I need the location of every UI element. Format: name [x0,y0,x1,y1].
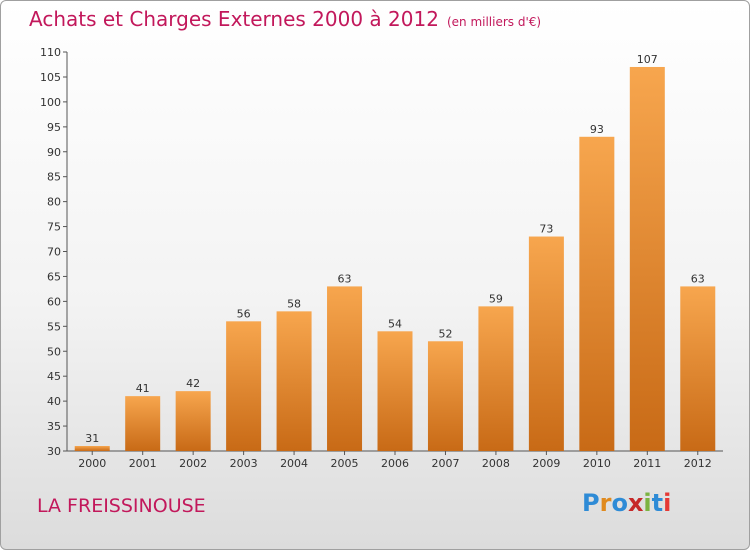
x-tick-label: 2003 [230,457,258,470]
y-tick-label: 55 [47,320,61,333]
y-tick-label: 90 [47,146,61,159]
chart-unit: (en milliers d'€) [446,15,542,29]
y-tick-label: 105 [40,71,61,84]
x-tick-label: 2012 [684,457,712,470]
commune-name: LA FREISSINOUSE [37,495,206,517]
logo-letter: r [599,489,612,517]
bar [579,136,615,451]
bar [125,396,161,451]
bar [276,311,312,451]
x-tick-label: 2009 [532,457,560,470]
bar-value-label: 41 [136,382,150,395]
logo-letter: x [627,489,644,517]
x-tick-label: 2008 [482,457,510,470]
y-tick-label: 110 [40,46,61,59]
bar-value-label: 73 [539,223,553,236]
chart-labels: 30 35 40 45 50 55 60 65 70 75 80 85 90 95 100 105 110 200… [40,46,712,470]
bar-value-label: 63 [338,272,352,285]
chart-title-text: Achats et Charges Externes 2000 à 2012 [29,7,439,31]
y-tick-label: 45 [47,370,61,383]
bar [680,286,716,451]
x-tick-label: 2011 [633,457,661,470]
y-tick-label: 85 [47,171,61,184]
bar-value-label: 63 [691,272,705,285]
y-tick-label: 65 [47,270,61,283]
logo-letter: o [611,489,628,517]
bar [175,391,211,451]
x-tick-label: 2007 [431,457,459,470]
bar-value-label: 42 [186,377,200,390]
bar-value-label: 58 [287,297,301,310]
bar-value-label: 107 [637,53,658,66]
y-tick-label: 50 [47,345,61,358]
x-tick-label: 2006 [381,457,409,470]
bar [377,331,413,451]
bar-value-label: 56 [237,307,251,320]
bar-value-label: 54 [388,317,402,330]
bar-value-label: 93 [590,123,604,136]
x-tick-label: 2000 [78,457,106,470]
y-tick-label: 30 [47,445,61,458]
y-tick-label: 40 [47,395,61,408]
x-tick-label: 2005 [331,457,359,470]
x-tick-label: 2002 [179,457,207,470]
y-tick-label: 70 [47,246,61,259]
bar [226,321,262,451]
logo-letter: t [651,489,664,517]
y-tick-label: 35 [47,420,61,433]
logo-letter: i [643,489,652,517]
bar [528,236,564,451]
chart-title: Achats et Charges Externes 2000 à 2012 (e… [29,7,541,31]
bar [74,446,110,451]
bar [629,66,665,452]
logo-letter: P [582,489,600,517]
y-tick-label: 60 [47,295,61,308]
bar-value-label: 52 [438,327,452,340]
y-tick-label: 75 [47,221,61,234]
bar-value-label: 59 [489,292,503,305]
y-tick-label: 100 [40,96,61,109]
x-tick-label: 2004 [280,457,308,470]
bar [427,341,463,451]
y-tick-label: 80 [47,196,61,209]
bar-value-label: 31 [85,432,99,445]
x-tick-label: 2010 [583,457,611,470]
proxiti-logo: Proxiti [582,489,671,517]
y-tick-label: 95 [47,121,61,134]
bar [478,306,514,451]
x-tick-label: 2001 [129,457,157,470]
bar [327,286,363,451]
logo-letter: i [663,489,672,517]
chart-bars [74,66,716,452]
